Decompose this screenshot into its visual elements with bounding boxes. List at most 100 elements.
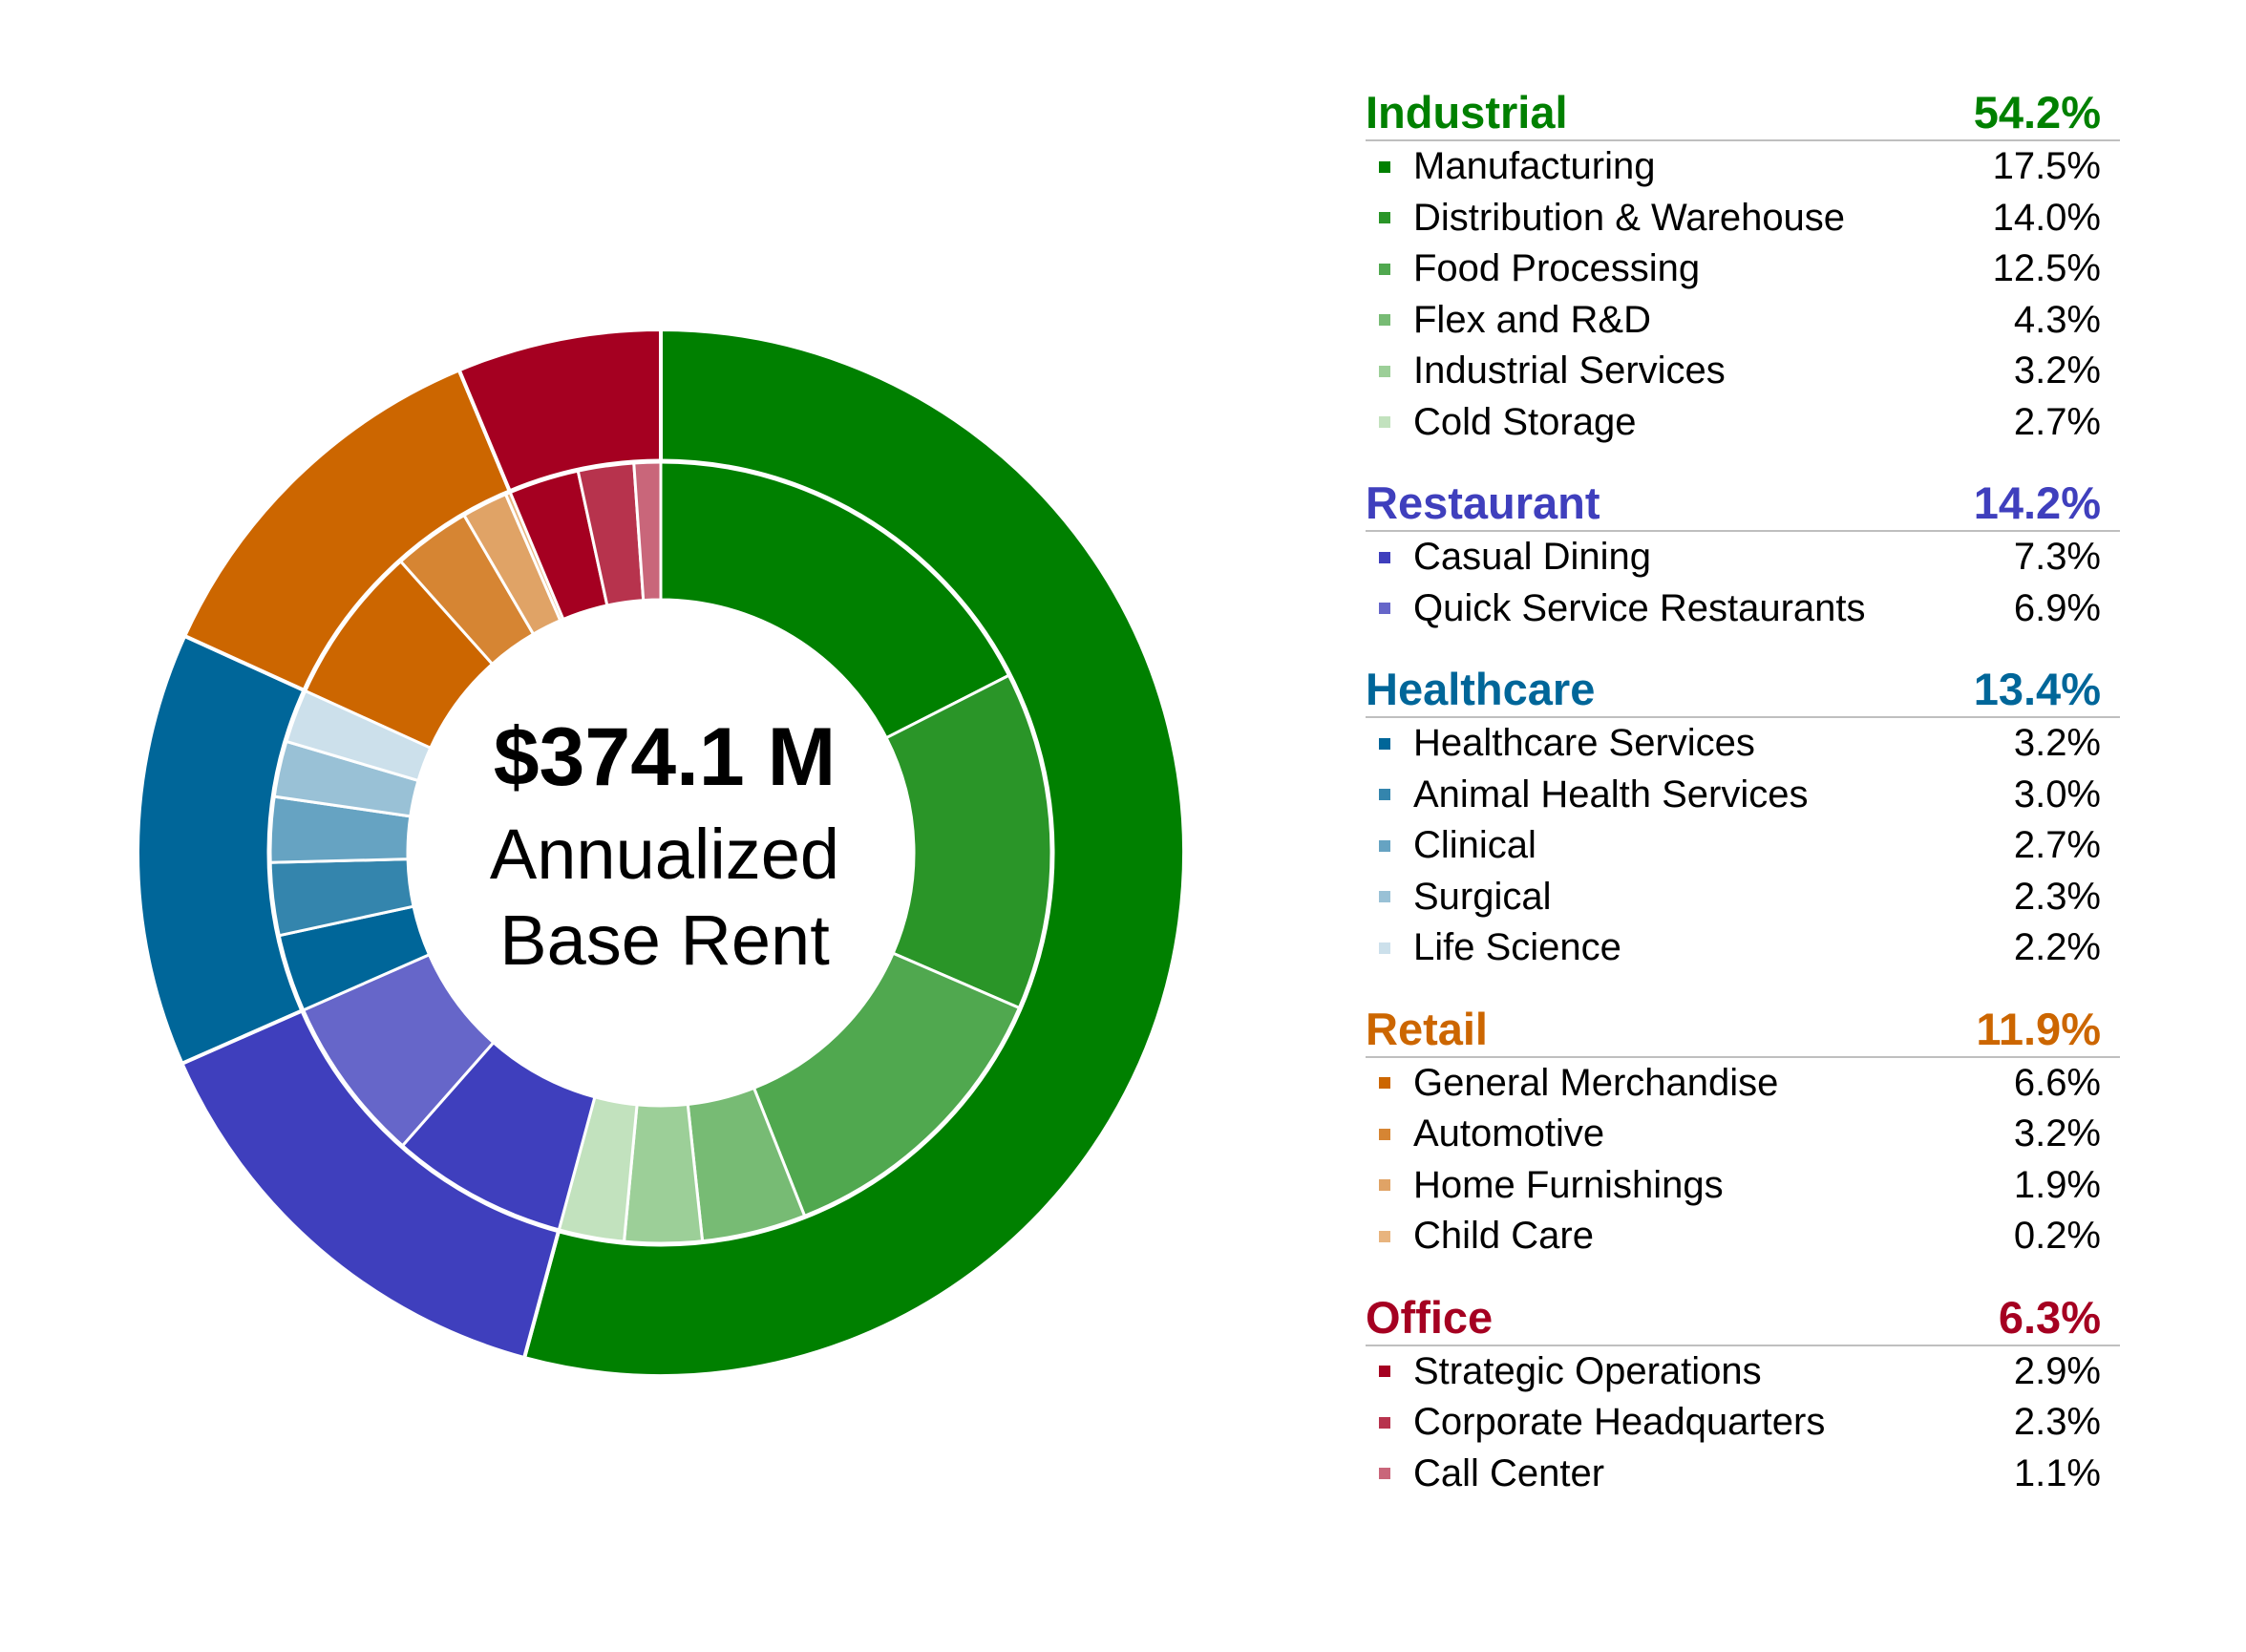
legend-item-industrial-services: Industrial Services 3.2% bbox=[1366, 346, 2120, 397]
legend-group-restaurant: Restaurant 14.2% Casual Dining 7.3% Quick Se… bbox=[1366, 477, 2120, 634]
legend-item-quick-service-restaurants: Quick Service Restaurants 6.9% bbox=[1366, 583, 2120, 635]
legend-item-surgical: Surgical 2.3% bbox=[1366, 872, 2120, 923]
legend-item-value: 14.0% bbox=[1992, 196, 2101, 239]
legend-item-label: Child Care bbox=[1413, 1215, 1594, 1257]
legend-swatch bbox=[1379, 603, 1390, 615]
legend-item-label: Corporate Headquarters bbox=[1413, 1401, 1826, 1443]
legend-swatch bbox=[1379, 365, 1390, 377]
donut-chart: $374.1 M Annualized Base Rent bbox=[136, 328, 1186, 1378]
legend-item-value: 12.5% bbox=[1992, 247, 2101, 289]
legend-item-value: 4.3% bbox=[2013, 298, 2101, 341]
legend-group-name: Office bbox=[1366, 1291, 1494, 1343]
legend-item-call-center: Call Center 1.1% bbox=[1366, 1449, 2120, 1500]
legend-group-retail: Retail 11.9% General Merchandise 6.6% Automo… bbox=[1366, 1003, 2120, 1262]
legend-item-label: Distribution & Warehouse bbox=[1413, 196, 1846, 239]
legend-item-value: 3.2% bbox=[2013, 349, 2101, 392]
legend-group-name: Healthcare bbox=[1366, 664, 1596, 714]
legend-item-clinical: Clinical 2.7% bbox=[1366, 820, 2120, 872]
ring-divider bbox=[266, 458, 1055, 1247]
legend-swatch bbox=[1379, 160, 1390, 173]
legend-swatch bbox=[1379, 1128, 1390, 1140]
legend-item-value: 6.6% bbox=[2013, 1061, 2101, 1104]
inner-slice-distribution-and-warehouse bbox=[884, 673, 1054, 1010]
legend-item-food-processing: Food Processing 12.5% bbox=[1366, 244, 2120, 295]
legend-swatch bbox=[1379, 839, 1390, 852]
legend-group-header: Industrial 54.2% bbox=[1366, 86, 2120, 141]
legend-item-value: 2.7% bbox=[2013, 824, 2101, 866]
legend-item-label: Casual Dining bbox=[1413, 536, 1652, 578]
legend-swatch bbox=[1379, 1179, 1390, 1192]
legend: Industrial 54.2% Manufacturing 17.5% Distrib… bbox=[1366, 86, 2120, 1528]
legend-swatch bbox=[1379, 1366, 1390, 1378]
legend-swatch bbox=[1379, 1230, 1390, 1242]
legend-item-value: 2.7% bbox=[2013, 400, 2101, 443]
legend-item-home-furnishings: Home Furnishings 1.9% bbox=[1366, 1160, 2120, 1212]
legend-item-label: Food Processing bbox=[1413, 247, 1701, 289]
legend-item-distribution-and-warehouse: Distribution & Warehouse 14.0% bbox=[1366, 193, 2120, 244]
legend-group-header: Healthcare 13.4% bbox=[1366, 663, 2120, 718]
legend-item-cold-storage: Cold Storage 2.7% bbox=[1366, 397, 2120, 449]
legend-item-value: 3.0% bbox=[2013, 773, 2101, 815]
outer-ring bbox=[136, 328, 1186, 1378]
legend-item-label: Industrial Services bbox=[1413, 349, 1726, 392]
legend-swatch bbox=[1379, 551, 1390, 563]
legend-item-life-science: Life Science 2.2% bbox=[1366, 922, 2120, 974]
legend-item-value: 7.3% bbox=[2013, 536, 2101, 578]
legend-item-label: Cold Storage bbox=[1413, 400, 1637, 443]
legend-swatch bbox=[1379, 263, 1390, 275]
center-line1: Annualized bbox=[490, 815, 839, 894]
legend-item-label: Animal Health Services bbox=[1413, 773, 1809, 815]
legend-swatch bbox=[1379, 212, 1390, 224]
legend-item-value: 1.9% bbox=[2013, 1163, 2101, 1206]
legend-swatch bbox=[1379, 942, 1390, 954]
legend-group-header: Restaurant 14.2% bbox=[1366, 477, 2120, 532]
legend-swatch bbox=[1379, 789, 1390, 801]
legend-swatch bbox=[1379, 416, 1390, 429]
legend-item-automotive: Automotive 3.2% bbox=[1366, 1109, 2120, 1160]
legend-item-label: Surgical bbox=[1413, 875, 1552, 918]
legend-group-name: Retail bbox=[1366, 1003, 1488, 1054]
legend-item-value: 3.2% bbox=[2013, 1112, 2101, 1154]
legend-item-manufacturing: Manufacturing 17.5% bbox=[1366, 141, 2120, 193]
legend-group-office: Office 6.3% Strategic Operations 2.9% Corpor… bbox=[1366, 1291, 2120, 1500]
legend-item-label: Call Center bbox=[1413, 1451, 1605, 1494]
legend-item-flex-and-randd: Flex and R&D 4.3% bbox=[1366, 295, 2120, 347]
legend-item-label: Clinical bbox=[1413, 824, 1536, 866]
legend-swatch bbox=[1379, 1416, 1390, 1429]
legend-swatch bbox=[1379, 737, 1390, 750]
legend-item-label: General Merchandise bbox=[1413, 1061, 1779, 1104]
legend-group-value: 14.2% bbox=[1973, 477, 2101, 528]
legend-item-label: Manufacturing bbox=[1413, 145, 1656, 187]
legend-group-value: 11.9% bbox=[1976, 1003, 2101, 1054]
legend-item-casual-dining: Casual Dining 7.3% bbox=[1366, 532, 2120, 583]
legend-item-value: 2.3% bbox=[2013, 1401, 2101, 1443]
legend-swatch bbox=[1379, 1468, 1390, 1480]
legend-item-corporate-headquarters: Corporate Headquarters 2.3% bbox=[1366, 1397, 2120, 1449]
legend-item-label: Quick Service Restaurants bbox=[1413, 586, 1866, 629]
legend-group-value: 54.2% bbox=[1973, 87, 2101, 138]
legend-item-label: Automotive bbox=[1413, 1112, 1605, 1154]
legend-item-label: Life Science bbox=[1413, 926, 1621, 968]
legend-group-name: Restaurant bbox=[1366, 477, 1600, 528]
legend-item-label: Flex and R&D bbox=[1413, 298, 1651, 341]
legend-group-healthcare: Healthcare 13.4% Healthcare Services 3.2% An… bbox=[1366, 663, 2120, 974]
legend-item-value: 2.9% bbox=[2013, 1349, 2101, 1392]
legend-item-value: 2.3% bbox=[2013, 875, 2101, 918]
legend-item-value: 0.2% bbox=[2013, 1215, 2101, 1257]
legend-item-animal-health-services: Animal Health Services 3.0% bbox=[1366, 770, 2120, 821]
legend-item-general-merchandise: General Merchandise 6.6% bbox=[1366, 1058, 2120, 1110]
legend-group-name: Industrial bbox=[1366, 87, 1568, 138]
legend-group-industrial: Industrial 54.2% Manufacturing 17.5% Distrib… bbox=[1366, 86, 2120, 448]
center-amount: $374.1 M bbox=[494, 711, 837, 803]
legend-item-label: Healthcare Services bbox=[1413, 722, 1755, 764]
legend-group-value: 13.4% bbox=[1973, 664, 2101, 714]
legend-swatch bbox=[1379, 891, 1390, 903]
legend-swatch bbox=[1379, 314, 1390, 327]
legend-item-value: 3.2% bbox=[2013, 722, 2101, 764]
legend-group-value: 6.3% bbox=[1998, 1291, 2101, 1343]
legend-item-label: Strategic Operations bbox=[1413, 1349, 1762, 1392]
legend-item-healthcare-services: Healthcare Services 3.2% bbox=[1366, 718, 2120, 770]
legend-group-header: Office 6.3% bbox=[1366, 1291, 2120, 1346]
legend-item-child-care: Child Care 0.2% bbox=[1366, 1211, 2120, 1262]
legend-swatch bbox=[1379, 1077, 1390, 1090]
